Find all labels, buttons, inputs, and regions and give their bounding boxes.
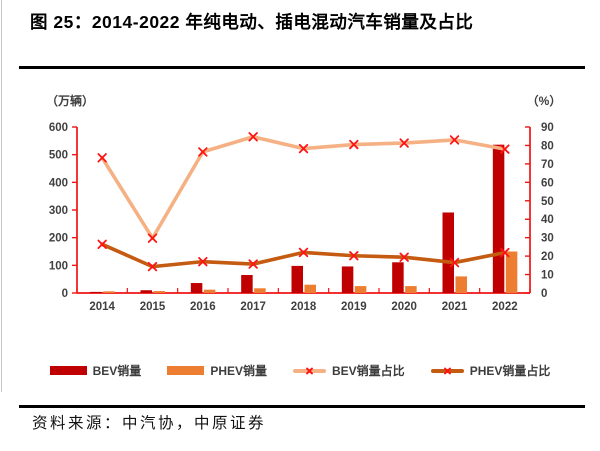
left-axis-tick-label: 300 xyxy=(49,205,68,217)
x-marker-icon xyxy=(443,366,452,376)
right-axis-tick-label: 40 xyxy=(541,214,554,226)
x-axis-label: 2020 xyxy=(391,301,417,313)
bev-sales-bar xyxy=(442,212,454,293)
legend-item-bev-sales: BEV销量 xyxy=(49,362,142,379)
x-axis-label: 2016 xyxy=(190,301,216,313)
left-axis-tick-label: 500 xyxy=(49,150,68,162)
source-divider xyxy=(19,405,585,408)
legend-item-phev-share: PHEV销量占比 xyxy=(430,362,551,379)
legend-label-phev-share: PHEV销量占比 xyxy=(469,364,551,378)
title-divider xyxy=(19,66,585,69)
chart-legend: BEV销量 PHEV销量 BEV销量占比 PHEV销量占比 xyxy=(0,362,600,379)
right-axis-tick-label: 50 xyxy=(541,196,554,208)
phev-share-x-marker xyxy=(147,261,158,272)
phev-sales-bar xyxy=(505,251,518,293)
bev-share-x-marker xyxy=(449,135,460,145)
legend-label-bev-share: BEV销量占比 xyxy=(332,364,405,378)
bev-sales-bar xyxy=(492,144,505,293)
bev-sales-bar xyxy=(392,262,404,293)
right-axis-unit-label: （%） xyxy=(527,93,562,108)
left-axis-tick-label: 0 xyxy=(62,288,68,300)
legend-item-bev-share: BEV销量占比 xyxy=(293,362,405,379)
bev-share-x-marker xyxy=(97,153,107,163)
phev-share-x-marker xyxy=(248,259,258,269)
left-axis-tick-label: 200 xyxy=(49,233,68,245)
phev-share-x-marker xyxy=(198,256,208,267)
legend-item-phev-sales: PHEV销量 xyxy=(167,362,267,379)
bev-sales-bar xyxy=(140,290,152,293)
phev-sales-bar xyxy=(203,289,216,293)
right-axis-tick-label: 80 xyxy=(541,140,554,152)
phev-sales-bar xyxy=(405,286,417,293)
bev-sales-bar xyxy=(341,266,354,293)
phev-share-x-marker xyxy=(298,247,309,258)
bev-sales-bar xyxy=(291,265,303,293)
right-axis-tick-label: 20 xyxy=(541,251,554,263)
phev-share-line-swatch xyxy=(430,366,464,376)
source-note: 资料来源：中汽协，中原证券 xyxy=(32,415,267,432)
legend-label-bev-sales: BEV销量 xyxy=(92,364,142,378)
x-axis-label: 2017 xyxy=(240,301,266,313)
phev-bar-swatch xyxy=(167,366,205,375)
phev-share-x-marker xyxy=(399,252,409,262)
phev-sales-bar xyxy=(153,291,165,293)
phev-share-x-marker xyxy=(500,247,510,258)
bev-sales-bar xyxy=(190,283,203,293)
left-axis-tick-label: 100 xyxy=(49,260,68,272)
phev-sales-bar xyxy=(455,276,467,293)
phev-share-x-marker xyxy=(97,239,107,250)
phev-sales-bar xyxy=(254,288,266,293)
phev-sales-bar xyxy=(103,291,115,293)
phev-sales-bar xyxy=(354,286,367,293)
phev-share-x-marker xyxy=(449,257,460,268)
bev-share-line-swatch xyxy=(293,366,326,376)
left-axis-unit-label: （万辆） xyxy=(46,93,94,108)
page-edge-line xyxy=(1,0,2,392)
phev-share-x-marker xyxy=(349,251,359,261)
x-axis-label: 2014 xyxy=(89,301,115,313)
right-axis-tick-label: 70 xyxy=(541,159,554,171)
bev-share-x-marker xyxy=(349,139,359,150)
left-axis-tick-label: 400 xyxy=(49,177,68,189)
bev-bar-swatch xyxy=(49,366,87,375)
bev-share-x-marker xyxy=(147,233,158,243)
bev-share-x-marker xyxy=(500,144,510,154)
bev-share-x-marker xyxy=(198,147,208,157)
x-axis-label: 2019 xyxy=(341,301,367,313)
legend-label-phev-sales: PHEV销量 xyxy=(210,364,267,378)
x-marker-icon xyxy=(305,366,314,376)
x-axis-label: 2015 xyxy=(140,301,166,313)
right-axis-tick-label: 30 xyxy=(541,233,554,245)
figure-title: 图 25：2014-2022 年纯电动、插电混动汽车销量及占比 xyxy=(30,12,474,32)
right-axis-tick-label: 90 xyxy=(541,122,554,134)
right-axis-tick-label: 60 xyxy=(541,177,554,189)
left-axis-tick-label: 600 xyxy=(49,122,68,134)
bev-share-x-marker xyxy=(399,138,409,148)
bev-sales-bar xyxy=(241,275,253,293)
x-axis-label: 2018 xyxy=(291,301,317,313)
phev-sales-bar xyxy=(304,284,316,293)
combo-chart: （万辆） （%） 0 100 200 300 400 500 600 0 10 20 30 40 50 60 7… xyxy=(46,93,562,313)
right-axis-tick-label: 0 xyxy=(541,288,547,300)
x-axis-label: 2022 xyxy=(492,301,518,313)
bev-share-x-marker xyxy=(298,143,309,154)
bev-share-x-marker xyxy=(248,132,258,142)
x-axis-label: 2021 xyxy=(442,301,468,313)
bev-sales-bar xyxy=(90,291,102,293)
right-axis-tick-label: 10 xyxy=(541,270,554,282)
